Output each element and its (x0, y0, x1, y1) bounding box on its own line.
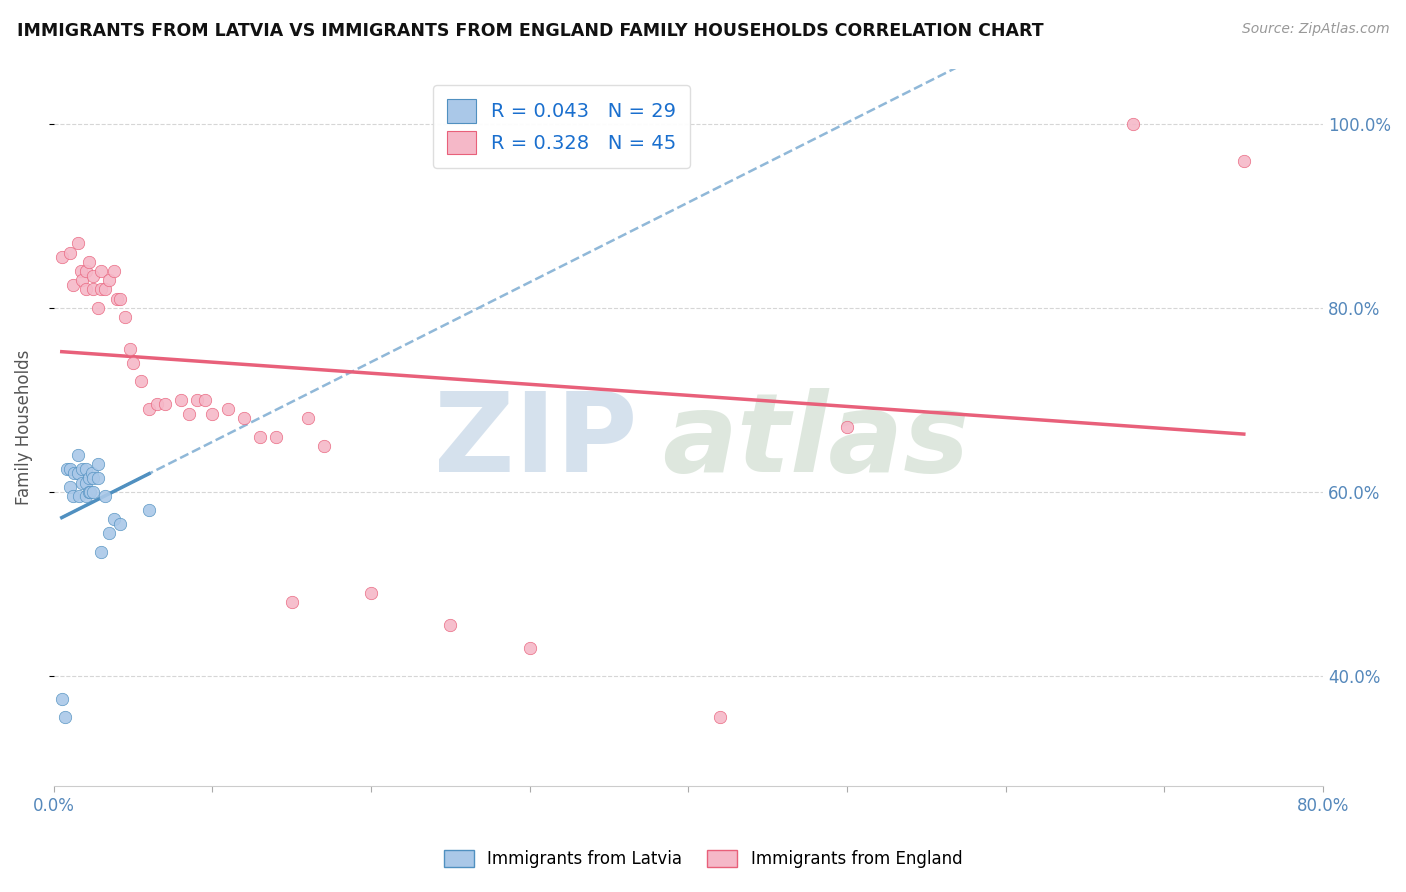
Point (66, 236, 89, 251)
Point (87, 457, 110, 471)
Point (87, 471, 110, 485)
Point (51, 250, 73, 264)
Point (153, 397, 176, 411)
Point (59, 480, 82, 494)
Point (59, 461, 82, 475)
Text: ZIP: ZIP (434, 388, 638, 495)
Point (186, 392, 208, 407)
Point (90, 264, 112, 278)
Point (83, 268, 105, 283)
Point (80, 467, 103, 481)
Point (75, 282, 97, 296)
Point (72, 273, 94, 287)
Point (72, 475, 94, 490)
Point (90, 544, 112, 558)
Point (1233, 153, 1256, 168)
Point (193, 392, 215, 407)
Point (170, 392, 193, 407)
Point (62, 277, 84, 292)
Point (1122, 117, 1144, 131)
Point (114, 310, 136, 324)
Text: Source: ZipAtlas.com: Source: ZipAtlas.com (1241, 22, 1389, 37)
Point (98, 526, 121, 541)
Point (360, 586, 382, 600)
Point (129, 375, 152, 389)
Point (110, 292, 132, 306)
Point (233, 411, 256, 425)
Point (66, 448, 89, 462)
Point (79, 484, 101, 499)
Point (75, 461, 97, 475)
Point (83, 282, 105, 296)
Point (519, 641, 541, 656)
Point (87, 301, 110, 315)
Point (75, 475, 97, 490)
Point (55, 461, 77, 475)
Legend: Immigrants from Latvia, Immigrants from England: Immigrants from Latvia, Immigrants from … (437, 843, 969, 875)
Point (146, 397, 169, 411)
Legend: R = 0.043   N = 29, R = 0.328   N = 45: R = 0.043 N = 29, R = 0.328 N = 45 (433, 86, 690, 168)
Point (98, 273, 121, 287)
Point (77, 484, 100, 499)
Point (69, 264, 91, 278)
Point (103, 512, 125, 526)
Point (51, 691, 73, 706)
Point (53, 710, 76, 724)
Point (93, 282, 115, 296)
Y-axis label: Family Households: Family Households (15, 350, 32, 505)
Point (83, 484, 105, 499)
Point (249, 429, 271, 443)
Point (75, 489, 97, 503)
Point (67, 489, 90, 503)
Point (105, 292, 128, 306)
Point (312, 439, 335, 453)
Text: IMMIGRANTS FROM LATVIA VS IMMIGRANTS FROM ENGLAND FAMILY HOUSEHOLDS CORRELATION : IMMIGRANTS FROM LATVIA VS IMMIGRANTS FRO… (17, 22, 1043, 40)
Point (122, 356, 145, 370)
Point (77, 254, 100, 268)
Point (63, 467, 86, 481)
Point (201, 407, 224, 421)
Point (837, 420, 859, 434)
Point (75, 264, 97, 278)
Point (66, 467, 89, 481)
Point (439, 618, 461, 632)
Point (59, 245, 82, 260)
Point (709, 710, 731, 724)
Point (118, 342, 141, 356)
Point (77, 471, 100, 485)
Point (217, 401, 239, 416)
Point (93, 489, 115, 503)
Point (62, 489, 84, 503)
Point (177, 407, 200, 421)
Point (110, 516, 132, 531)
Point (72, 461, 94, 475)
Point (138, 503, 160, 517)
Text: atlas: atlas (662, 388, 969, 495)
Point (264, 429, 287, 443)
Point (83, 471, 105, 485)
Point (103, 264, 125, 278)
Point (297, 411, 319, 425)
Point (90, 282, 112, 296)
Point (281, 595, 304, 609)
Point (138, 401, 160, 416)
